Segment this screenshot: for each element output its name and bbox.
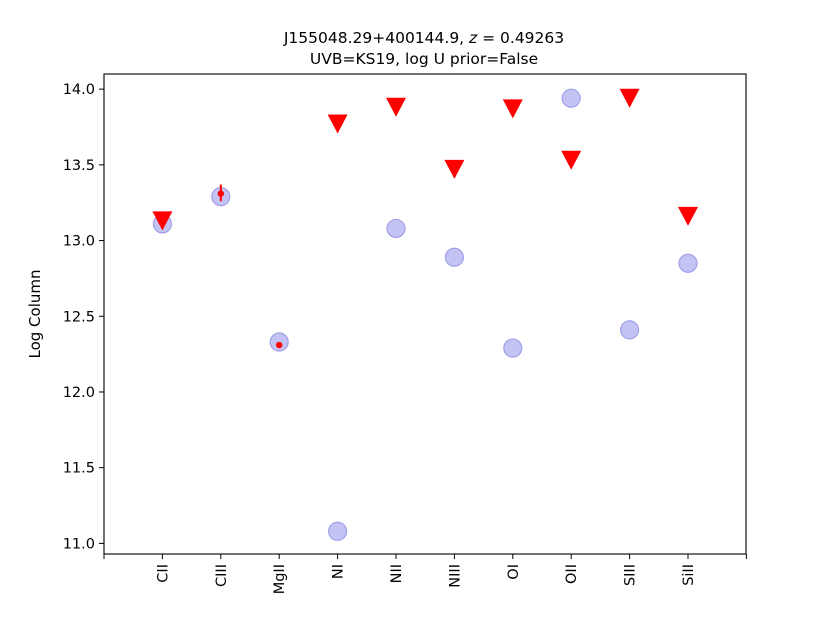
y-tick-label: 13.5 (63, 158, 95, 174)
data-marks (152, 88, 698, 541)
y-axis-label: Log Column (26, 269, 44, 358)
upper-limit-siii (678, 206, 698, 226)
x-tick-label: OII (564, 564, 580, 584)
model-point-oi (503, 338, 523, 358)
y-tick-label: 13.0 (63, 234, 95, 250)
y-tick-label: 14.0 (63, 82, 95, 98)
plot-area-frame (103, 73, 747, 555)
x-tick-label: NII (389, 564, 405, 583)
y-tick-label: 11.5 (63, 461, 95, 477)
upper-limit-siii (619, 88, 640, 108)
model-point-siii (678, 253, 698, 273)
x-tick-label: OI (506, 564, 522, 580)
y-tick-label: 11.0 (63, 536, 95, 552)
x-tick-label: SIII (623, 564, 639, 586)
x-axis-ticks: CII CIII MgII NI NII NIII OI OII SIII SiII (103, 554, 747, 594)
measurement-ciii (217, 190, 224, 197)
x-tick-label: CIII (214, 564, 230, 587)
x-tick-label: NIII (447, 564, 463, 588)
chart-title-z-value: = 0.49263 (477, 29, 564, 47)
model-point-nii (386, 218, 406, 239)
upper-limit-niii (444, 159, 465, 179)
x-tick-label: CII (155, 564, 171, 583)
upper-limit-oi (502, 99, 523, 119)
y-tick-label: 12.5 (63, 309, 95, 325)
upper-limit-nii (386, 97, 406, 117)
chart-title: J155048.29+400144.9, z = 0.49263 (283, 29, 564, 47)
model-point-oii (561, 88, 581, 108)
chart-subtitle: UVB=KS19, log U prior=False (310, 50, 538, 68)
upper-limit-cii (152, 211, 173, 231)
x-tick-label: SiII (681, 564, 697, 586)
chart-title-z-symbol: z (468, 29, 478, 47)
upper-limit-oii (561, 150, 582, 170)
x-tick-label: MgII (272, 564, 288, 594)
y-tick-label: 12.0 (63, 385, 95, 401)
model-point-ni (328, 521, 348, 541)
y-axis-ticks: 11.0 11.5 12.0 12.5 13.0 13.5 14.0 (63, 82, 104, 552)
model-point-niii (444, 247, 464, 267)
x-tick-label: NI (331, 564, 347, 579)
upper-limit-ni (327, 114, 348, 134)
model-point-siii (619, 320, 640, 340)
measurement-mgii (276, 341, 283, 349)
chart-title-main: J155048.29+400144.9, (283, 29, 469, 47)
